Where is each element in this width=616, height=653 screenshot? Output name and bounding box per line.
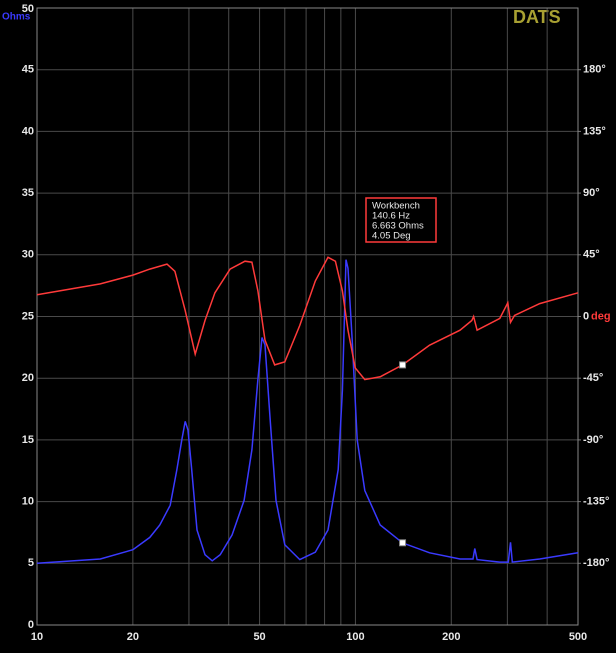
- x-tick-label: 50: [253, 631, 265, 643]
- y-tick-label: 15: [22, 434, 34, 446]
- x-tick-label: 10: [31, 631, 43, 643]
- x-tick-label: 200: [442, 631, 460, 643]
- y-tick-label: 20: [22, 372, 34, 384]
- annotation-box: [365, 197, 437, 243]
- y-tick-label: 50: [22, 3, 34, 15]
- annotation-text: 4.05 Deg: [372, 231, 411, 242]
- y-tick-label: 0: [28, 619, 34, 631]
- y-tick-label: 35: [22, 187, 34, 199]
- x-tick-label: 100: [346, 631, 364, 643]
- y2-tick-label: -45°: [583, 372, 603, 384]
- plot-border: [36, 7, 579, 626]
- y-tick-label: 25: [22, 310, 34, 322]
- logo: DATS: [513, 7, 561, 27]
- y2-tick-label: -90°: [583, 434, 603, 446]
- x-tick-label: 500: [569, 631, 587, 643]
- annotation-text: 140.6 Hz: [372, 211, 410, 222]
- y-axis-label: Ohms: [2, 12, 31, 23]
- y2-tick-label: 45°: [583, 249, 600, 261]
- series-line: [36, 259, 579, 565]
- annotation-text: 6.663 Ohms: [372, 221, 424, 232]
- y-tick-label: 5: [28, 557, 34, 569]
- y2-tick-label: -180°: [583, 557, 609, 569]
- annotation-text: Workbench: [372, 201, 420, 212]
- series-line: [36, 256, 579, 381]
- cursor-marker: [399, 361, 407, 369]
- y2-tick-label: 0: [583, 310, 589, 322]
- y2-tick-label: 135°: [583, 125, 606, 137]
- x-tick-label: 20: [127, 631, 139, 643]
- y-tick-label: 30: [22, 249, 34, 261]
- y-tick-label: 40: [22, 125, 34, 137]
- y-tick-label: 45: [22, 64, 34, 76]
- y-tick-label: 10: [22, 496, 34, 508]
- cursor-marker: [399, 539, 407, 547]
- y2-axis-label: deg: [591, 310, 611, 322]
- y2-tick-label: 180°: [583, 64, 606, 76]
- y2-tick-label: -135°: [583, 496, 609, 508]
- y2-tick-label: 90°: [583, 187, 600, 199]
